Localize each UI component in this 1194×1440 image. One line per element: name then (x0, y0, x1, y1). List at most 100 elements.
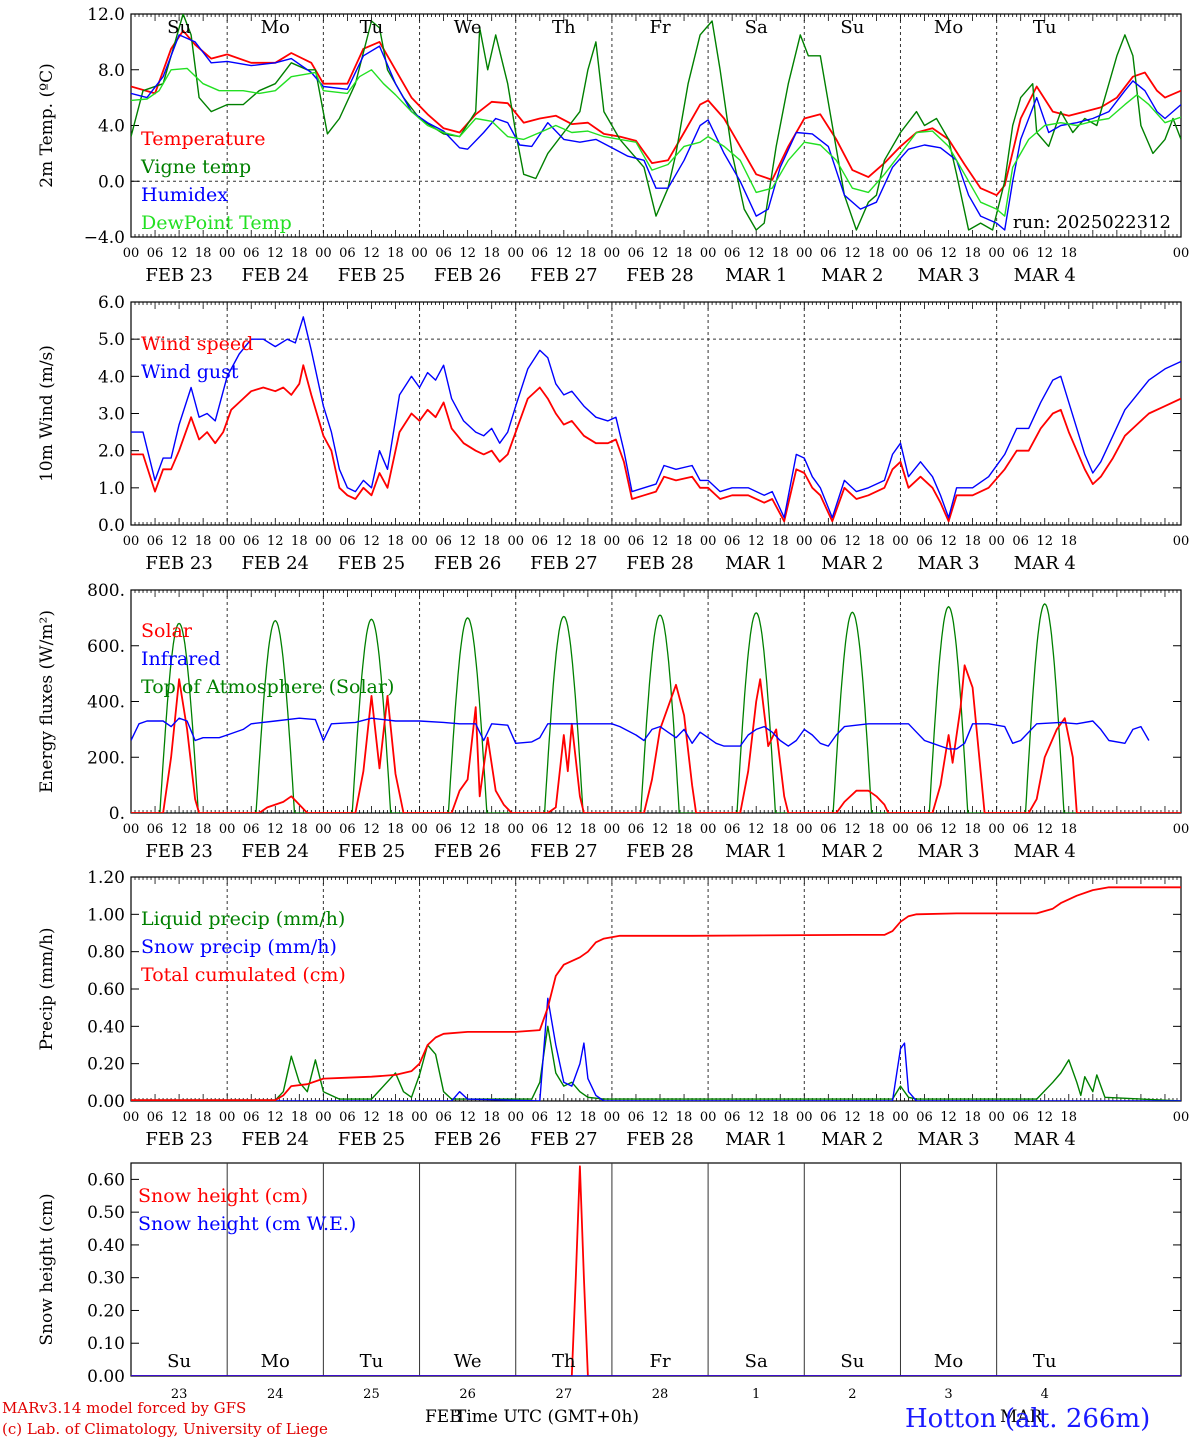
hour-tick-label: 00 (411, 1110, 428, 1125)
date-label: FEB 24 (242, 1129, 309, 1150)
weekday-label: Fr (649, 17, 670, 38)
location-label: Hotton (alt. 266m) (905, 1404, 1150, 1434)
series-line-toa (131, 603, 1093, 813)
legend-entry: Snow height (cm W.E.) (138, 1213, 356, 1235)
hour-tick-label: 06 (1012, 534, 1029, 549)
day-number-label: 4 (1041, 1387, 1049, 1402)
weekday-label: Th (552, 1351, 576, 1372)
hour-tick-label: 00 (411, 534, 428, 549)
x-axis-label: Time UTC (GMT+0h) (455, 1407, 639, 1427)
series-line-0 (131, 1165, 1181, 1376)
weekday-label: We (454, 17, 482, 38)
series-line-2 (131, 34, 1181, 231)
weekday-label: Fr (649, 1351, 670, 1372)
panel-4 (130, 1162, 1182, 1377)
weekday-label: Su (840, 17, 864, 38)
hour-tick-label: 06 (724, 246, 741, 261)
panel-2 (130, 589, 1182, 814)
hour-tick-label: 18 (483, 534, 500, 549)
hour-tick-label: 12 (940, 822, 957, 837)
hour-tick-label: 06 (724, 534, 741, 549)
hour-tick-label: 18 (964, 822, 981, 837)
y-tick-label: 1.0 (98, 479, 125, 499)
hour-tick-label: 06 (435, 246, 452, 261)
hour-tick-label: 18 (868, 534, 885, 549)
y-tick-label: 600. (87, 637, 125, 657)
y-tick-label: 200. (87, 748, 125, 768)
series-line-2 (131, 886, 1181, 1101)
series-line-1 (131, 997, 1181, 1101)
hour-tick-label: 06 (628, 822, 645, 837)
series-line-0 (131, 29, 1181, 197)
hour-tick-label: 00 (507, 246, 524, 261)
hour-tick-label: 00 (796, 246, 813, 261)
date-label: MAR 1 (725, 841, 787, 862)
date-label: MAR 4 (1014, 841, 1076, 862)
hour-tick-label: 18 (580, 246, 597, 261)
date-label: FEB 26 (434, 265, 501, 286)
date-label: FEB 28 (626, 841, 693, 862)
hour-tick-label: 18 (291, 246, 308, 261)
hour-tick-label: 00 (988, 1110, 1005, 1125)
hour-tick-label: 00 (892, 822, 909, 837)
date-label: FEB 25 (338, 553, 405, 574)
hour-tick-label: 06 (243, 822, 260, 837)
hour-tick-label: 12 (652, 822, 669, 837)
run-label: run: 2025022312 (1013, 212, 1171, 233)
hour-tick-label: 18 (483, 1110, 500, 1125)
day-number-label: 23 (171, 1387, 188, 1402)
hour-tick-label: 12 (556, 1110, 573, 1125)
y-tick-label: 5.0 (98, 330, 125, 350)
hour-tick-label: 06 (435, 1110, 452, 1125)
hour-tick-label: 12 (748, 822, 765, 837)
day-number-label: 1 (752, 1387, 760, 1402)
legend-entry: Liquid precip (mm/h) (141, 908, 345, 930)
footer-month-mar: MAR (1000, 1407, 1044, 1427)
hour-tick-label: 06 (339, 246, 356, 261)
hour-tick-label: 00 (700, 534, 717, 549)
hour-tick-label: 06 (916, 1110, 933, 1125)
hour-tick-label: 18 (772, 534, 789, 549)
hour-tick-label: 00 (892, 534, 909, 549)
hour-tick-label: 12 (171, 1110, 188, 1125)
y-tick-label: 0. (109, 804, 125, 824)
hour-tick-label: 06 (820, 534, 837, 549)
y-tick-label: 0.40 (87, 1017, 125, 1037)
hour-tick-label: 00 (892, 246, 909, 261)
hour-tick-label: 18 (580, 534, 597, 549)
hour-tick-label: 12 (171, 246, 188, 261)
hour-tick-label: 00 (123, 246, 140, 261)
date-label: FEB 28 (626, 553, 693, 574)
hour-tick-label: 12 (459, 534, 476, 549)
hour-tick-label: 12 (1036, 1110, 1053, 1125)
date-label: FEB 25 (338, 841, 405, 862)
y-tick-label: 0.50 (87, 1203, 125, 1223)
series-line-3 (131, 67, 1181, 217)
lab-credit: (c) Lab. of Climatology, University of L… (2, 1420, 328, 1438)
hour-tick-label: 06 (532, 822, 549, 837)
hour-tick-label: 12 (844, 534, 861, 549)
hour-tick-label: 00 (123, 822, 140, 837)
hour-tick-label: 12 (267, 822, 284, 837)
series-line-0 (131, 1025, 1181, 1101)
hour-tick-label: 00 (1173, 1110, 1190, 1125)
hour-tick-label: 18 (387, 822, 404, 837)
date-label: MAR 4 (1014, 265, 1076, 286)
hour-tick-label: 18 (772, 822, 789, 837)
hour-tick-label: 18 (195, 246, 212, 261)
hour-tick-label: 06 (916, 822, 933, 837)
weekday-label: Tu (360, 1351, 384, 1372)
hour-tick-label: 06 (532, 246, 549, 261)
hour-tick-label: 06 (243, 246, 260, 261)
hour-tick-label: 06 (820, 1110, 837, 1125)
weekday-label: Mo (261, 1351, 290, 1372)
y-axis-label: Energy fluxes (W/m²) (37, 610, 57, 793)
hour-tick-label: 06 (916, 534, 933, 549)
hour-tick-label: 18 (483, 246, 500, 261)
hour-tick-label: 18 (1061, 534, 1078, 549)
hour-tick-label: 12 (748, 534, 765, 549)
date-label: FEB 26 (434, 841, 501, 862)
hour-tick-label: 12 (556, 534, 573, 549)
hour-tick-label: 00 (1173, 246, 1190, 261)
